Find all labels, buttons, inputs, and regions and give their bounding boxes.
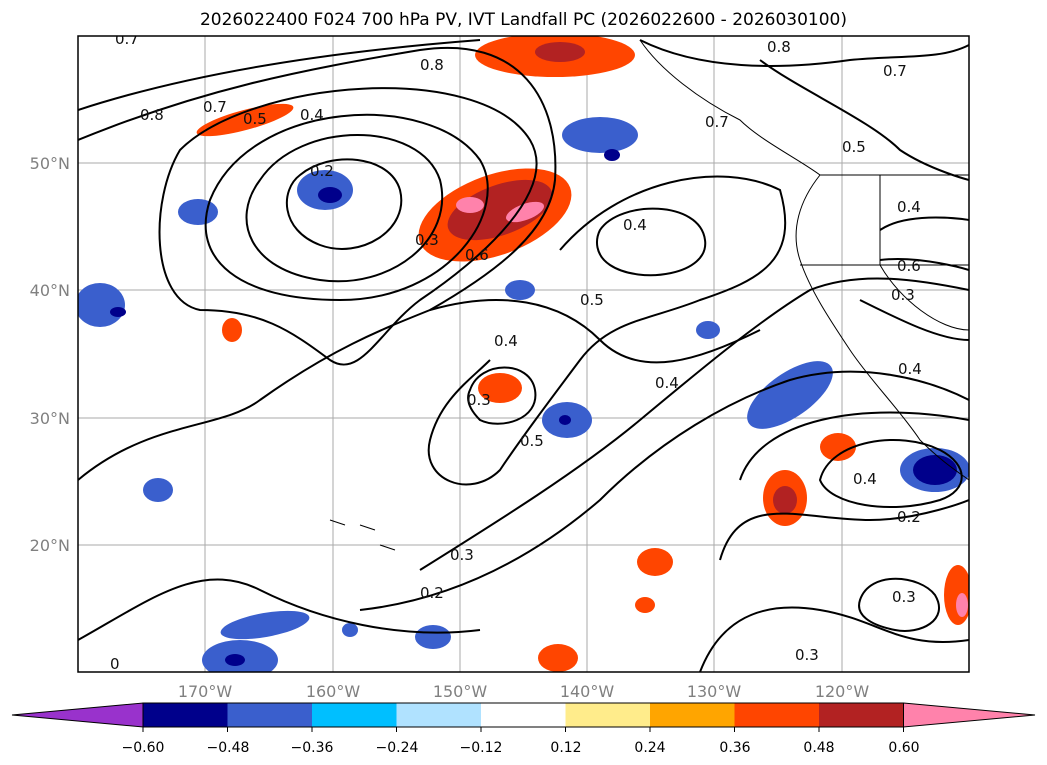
svg-text:0.2: 0.2 (310, 162, 334, 180)
colorbar-segment (565, 703, 650, 727)
svg-text:0.4: 0.4 (898, 360, 922, 378)
svg-text:0.7: 0.7 (883, 62, 907, 80)
map-area: 0.7 0.8 0.7 0.5 0.4 0.2 0.3 0.6 0.8 0.4 … (78, 30, 969, 673)
svg-text:0.4: 0.4 (897, 198, 921, 216)
svg-text:0.3: 0.3 (467, 391, 491, 409)
svg-text:150°W: 150°W (433, 682, 488, 701)
colorbar-outline (142, 702, 904, 728)
colorbar-segment (227, 703, 312, 727)
svg-text:0.7: 0.7 (705, 113, 729, 131)
svg-text:30°N: 30°N (30, 409, 70, 428)
svg-text:0: 0 (110, 655, 120, 673)
colorbar-segment (396, 703, 481, 727)
svg-text:120°W: 120°W (815, 682, 870, 701)
lon-axis-labels: 170°W 160°W 150°W 140°W 130°W 120°W (178, 682, 870, 701)
svg-text:0.8: 0.8 (420, 56, 444, 74)
colorbar-segment (312, 703, 397, 727)
svg-text:−0.12: −0.12 (460, 740, 503, 756)
lat-axis-labels: 50°N 40°N 30°N 20°N (30, 154, 70, 555)
svg-text:40°N: 40°N (30, 281, 70, 300)
svg-text:−0.48: −0.48 (207, 740, 250, 756)
contour-labels: 0.7 0.8 0.7 0.5 0.4 0.2 0.3 0.6 0.8 0.4 … (110, 30, 922, 673)
colorbar-segment (143, 703, 228, 727)
svg-text:0.48: 0.48 (803, 740, 834, 756)
svg-text:0.3: 0.3 (450, 546, 474, 564)
svg-text:0.3: 0.3 (795, 646, 819, 664)
map-title: 2026022400 F024 700 hPa PV, IVT Landfall… (199, 10, 847, 30)
colorbar (11, 702, 1036, 732)
svg-text:160°W: 160°W (306, 682, 361, 701)
map-frame (77, 35, 970, 673)
colorbar-extend-high (903, 702, 1036, 728)
svg-text:0.12: 0.12 (550, 740, 581, 756)
svg-text:50°N: 50°N (30, 154, 70, 173)
svg-text:0.8: 0.8 (767, 38, 791, 56)
svg-text:0.5: 0.5 (842, 138, 866, 156)
svg-text:0.5: 0.5 (580, 291, 604, 309)
svg-text:0.5: 0.5 (520, 432, 544, 450)
svg-text:0.6: 0.6 (465, 246, 489, 264)
svg-text:0.36: 0.36 (719, 740, 750, 756)
pv-anomaly-shading (78, 36, 969, 672)
svg-text:0.7: 0.7 (115, 30, 139, 48)
svg-text:0.3: 0.3 (415, 231, 439, 249)
colorbar-segment (481, 703, 566, 727)
svg-text:−0.36: −0.36 (291, 740, 334, 756)
svg-text:0.4: 0.4 (300, 106, 324, 124)
colorbar-segment (734, 703, 819, 727)
svg-text:0.4: 0.4 (853, 470, 877, 488)
svg-text:0.3: 0.3 (892, 588, 916, 606)
svg-text:−0.60: −0.60 (122, 740, 165, 756)
svg-text:−0.24: −0.24 (376, 740, 419, 756)
svg-text:130°W: 130°W (687, 682, 742, 701)
colorbar-extend-low (11, 702, 144, 728)
svg-text:0.4: 0.4 (494, 332, 518, 350)
svg-text:0.60: 0.60 (888, 740, 919, 756)
colorbar-segment (819, 703, 904, 727)
svg-text:140°W: 140°W (560, 682, 615, 701)
svg-text:0.4: 0.4 (623, 216, 647, 234)
svg-text:0.4: 0.4 (655, 374, 679, 392)
colorbar-segment (650, 703, 735, 727)
svg-text:20°N: 20°N (30, 536, 70, 555)
coastlines (329, 39, 969, 551)
svg-text:0.3: 0.3 (891, 286, 915, 304)
svg-text:0.5: 0.5 (243, 110, 267, 128)
svg-text:170°W: 170°W (178, 682, 233, 701)
svg-text:0.8: 0.8 (140, 106, 164, 124)
svg-text:0.24: 0.24 (634, 740, 665, 756)
svg-text:0.2: 0.2 (420, 584, 444, 602)
colorbar-ticks: −0.60 −0.48 −0.36 −0.24 −0.12 0.12 0.24 … (122, 740, 920, 756)
svg-text:0.2: 0.2 (897, 508, 921, 526)
gridlines (78, 36, 969, 672)
svg-text:0.7: 0.7 (203, 98, 227, 116)
svg-text:0.6: 0.6 (897, 257, 921, 275)
